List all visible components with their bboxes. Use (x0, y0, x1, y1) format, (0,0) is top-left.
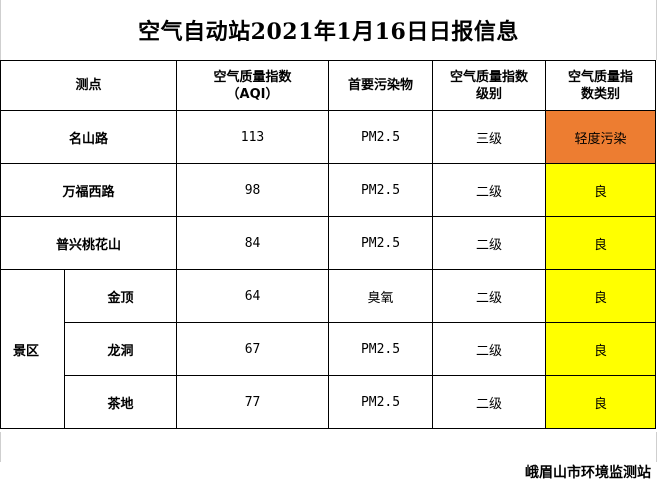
aqi-value: 64 (176, 269, 330, 323)
aqi-category: 良 (545, 163, 657, 217)
report-title: 空气自动站2021年1月16日日报信息 (0, 0, 657, 60)
site-name: 万福西路 (0, 163, 178, 217)
aqi-category: 良 (545, 269, 657, 323)
header-category: 空气质量指 数类别 (545, 60, 657, 111)
aqi-value: 77 (176, 375, 330, 429)
table-row: 万福西路 98 PM2.5 二级 良 (0, 163, 657, 217)
aqi-grade: 二级 (432, 163, 547, 217)
header-category-line2: 数类别 (581, 86, 621, 102)
aqi-grade: 二级 (432, 216, 547, 270)
header-grade: 空气质量指数 级别 (432, 60, 547, 111)
primary-pollutant: PM2.5 (328, 163, 434, 217)
aqi-value: 84 (176, 216, 330, 270)
aqi-grade: 三级 (432, 110, 547, 164)
aqi-category: 良 (545, 375, 657, 429)
primary-pollutant: 臭氧 (328, 269, 434, 323)
aqi-category: 良 (545, 216, 657, 270)
table-row: 茶地 77 PM2.5 二级 良 (1, 375, 657, 429)
aqi-grade: 二级 (432, 322, 547, 376)
site-name: 名山路 (0, 110, 178, 164)
aqi-value: 98 (176, 163, 330, 217)
header-grade-line2: 级别 (476, 86, 503, 102)
header-pollutant: 首要污染物 (328, 60, 434, 111)
table-row: 景区 金顶 64 臭氧 二级 良 (0, 269, 657, 429)
header-row: 测点 空气质量指数 （AQI） 首要污染物 空气质量指数 级别 空气质量指 数类… (0, 60, 657, 111)
footer-source: 峨眉山市环境监测站 (525, 465, 651, 481)
header-category-line1: 空气质量指 (568, 69, 634, 85)
primary-pollutant: PM2.5 (328, 375, 434, 429)
site-name: 普兴桃花山 (0, 216, 178, 270)
aqi-grade: 二级 (432, 269, 547, 323)
primary-pollutant: PM2.5 (328, 110, 434, 164)
table-row: 普兴桃花山 84 PM2.5 二级 良 (0, 216, 657, 270)
aqi-value: 113 (176, 110, 330, 164)
header-site: 测点 (0, 60, 178, 111)
blank-area (0, 432, 657, 462)
primary-pollutant: PM2.5 (328, 322, 434, 376)
table-row: 龙洞 67 PM2.5 二级 良 (1, 322, 657, 376)
aqi-value: 67 (176, 322, 330, 376)
aqi-category: 轻度污染 (545, 110, 657, 164)
site-name: 茶地 (63, 375, 178, 429)
site-name: 龙洞 (63, 322, 178, 376)
header-grade-line1: 空气质量指数 (450, 69, 529, 85)
site-name: 金顶 (63, 269, 178, 323)
group-label-scenic: 景区 (0, 269, 65, 429)
header-aqi-line2: （AQI） (226, 86, 279, 102)
header-aqi: 空气质量指数 （AQI） (176, 60, 330, 111)
aqi-grade: 二级 (432, 375, 547, 429)
header-aqi-line1: 空气质量指数 (213, 69, 292, 85)
table-row: 名山路 113 PM2.5 三级 轻度污染 (0, 110, 657, 164)
aqi-category: 良 (545, 322, 657, 376)
primary-pollutant: PM2.5 (328, 216, 434, 270)
aqi-table: 测点 空气质量指数 （AQI） 首要污染物 空气质量指数 级别 空气质量指 数类… (0, 60, 657, 429)
